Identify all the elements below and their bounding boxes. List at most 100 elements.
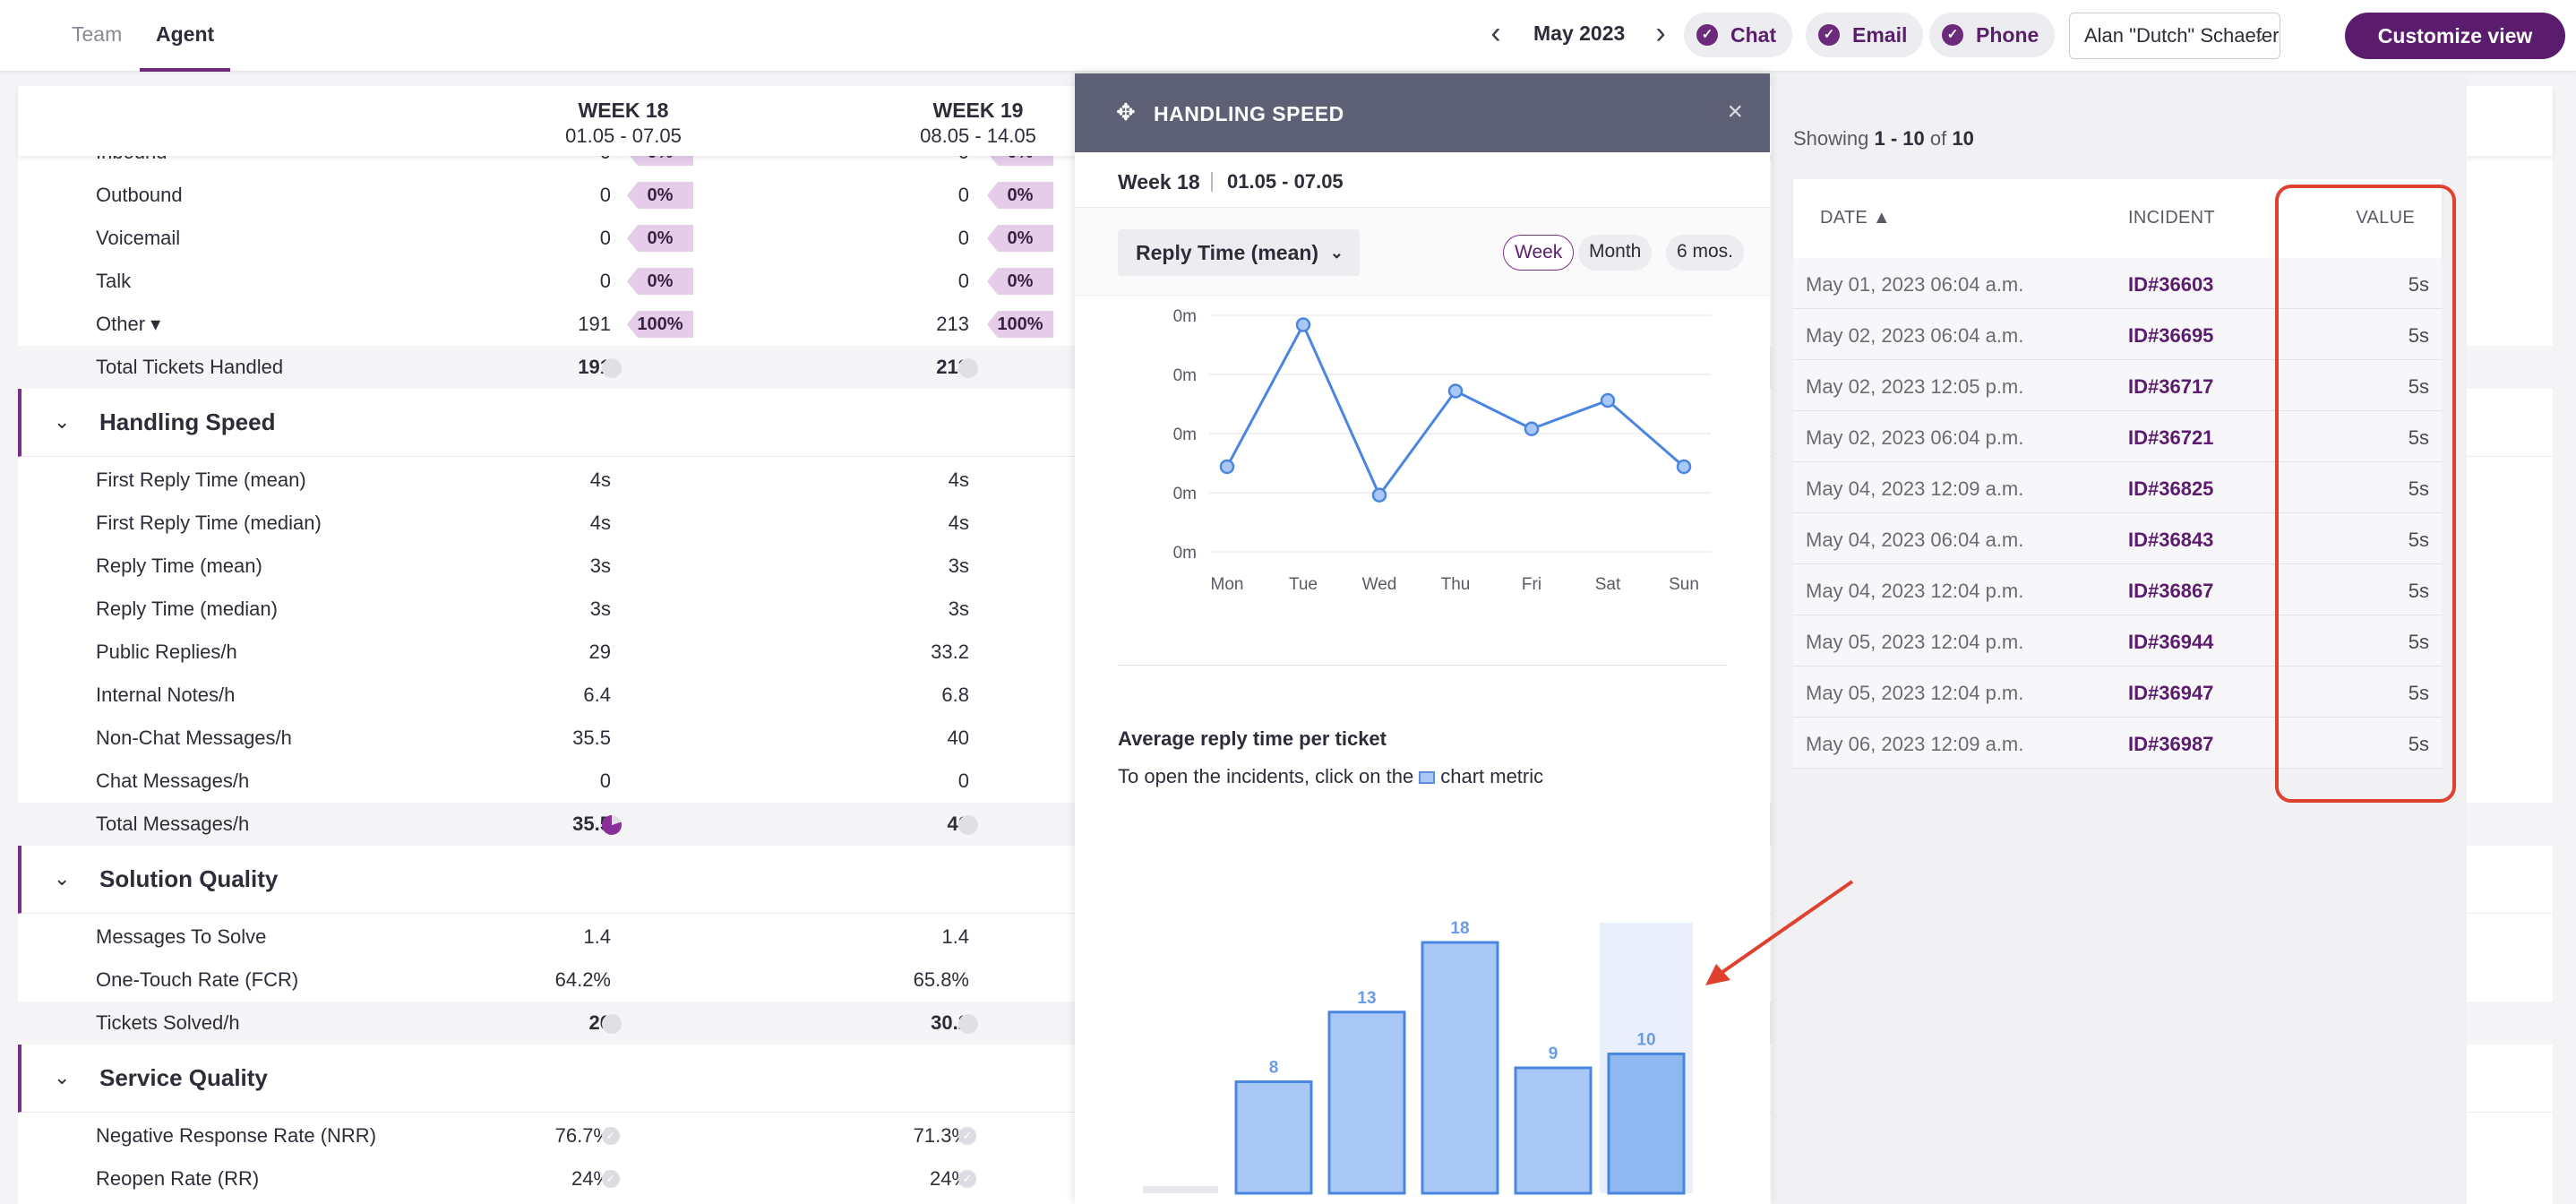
channel-chip-label: Email [1852,22,1908,47]
row-value: 1.4 [941,925,969,948]
table-row: Reply Time (median) 3s 3s [18,588,2553,631]
pie-icon[interactable] [958,1014,978,1034]
modal-subheader: Week 18 | 01.05 - 07.05 [1075,152,1770,208]
bar[interactable] [1421,941,1499,1195]
pie-icon[interactable] [602,815,622,835]
pie-icon[interactable] [602,1014,622,1034]
row-value: 64.2% [554,968,611,991]
incident-link[interactable]: ID#36947 [2128,682,2214,704]
incidents-table: DATE ▲ INCIDENT VALUE May 01, 2023 06:04… [1793,179,2442,769]
data-point[interactable] [1447,383,1464,399]
incident-row[interactable]: May 02, 2023 06:04 a.m. ID#36695 5s [1793,309,2442,360]
x-tick-label: Sat [1595,575,1621,594]
incident-row[interactable]: May 01, 2023 06:04 a.m. ID#36603 5s [1793,258,2442,309]
customize-view-button[interactable]: Customize view [2345,13,2565,59]
incident-value: 5s [2408,375,2429,398]
incident-value: 5s [2408,477,2429,500]
chevron-down-icon: ⌄ [54,410,71,433]
incident-link[interactable]: ID#36695 [2128,324,2214,347]
period-month-button[interactable]: Month [1578,235,1653,271]
period-week-button[interactable]: Week [1503,235,1575,271]
incident-row[interactable]: May 02, 2023 06:04 p.m. ID#36721 5s [1793,411,2442,462]
row-label: Other ▾ [96,313,161,335]
bar-value-label: 10 [1636,1030,1655,1049]
percent-badge: 100% [627,311,693,338]
week-label: WEEK 19 [932,99,1024,122]
bar-chart: 1s82s133s184s95s10> 5s [1143,919,1693,1195]
row-value: 0 [599,184,611,206]
channel-chip-email[interactable]: ✓ Email [1806,13,1924,57]
incident-row[interactable]: May 02, 2023 12:05 p.m. ID#36717 5s [1793,360,2442,411]
table-row-expandable[interactable]: Other ▾ 191 100% 213 100% [18,303,2553,346]
pie-icon[interactable] [602,358,622,378]
data-point[interactable] [1676,459,1692,475]
prev-month-icon[interactable]: ‹ [1490,16,1501,50]
data-point[interactable] [1600,392,1616,408]
incident-link[interactable]: ID#36987 [2128,733,2214,755]
data-point[interactable] [1524,421,1540,436]
bar[interactable] [1143,1186,1218,1193]
close-icon[interactable]: × [1727,97,1743,126]
row-value: 191 [578,313,611,335]
line-chart: 0m 0m 0m 0m 0m Mon Tue Wed Thu Fri Sat Sun [1173,308,1711,594]
incident-link[interactable]: ID#36825 [2128,477,2214,500]
column-header-date[interactable]: DATE ▲ [1820,208,1892,228]
table-row: Internal Notes/h 6.4 6.8 [18,674,2553,717]
incident-row[interactable]: May 05, 2023 12:04 p.m. ID#36947 5s [1793,666,2442,718]
row-label: Voicemail [96,227,181,249]
row-value: 33.2 [931,641,969,663]
bar[interactable] [1514,1066,1593,1195]
y-tick-label: 0m [1173,544,1197,563]
column-header-value[interactable]: VALUE [2356,208,2415,228]
agent-select[interactable]: Alan "Dutch" Schaefer ⌄ [2069,13,2280,59]
channel-chip-chat[interactable]: ✓ Chat [1684,13,1793,57]
pie-icon[interactable] [958,358,978,378]
data-point[interactable] [1219,459,1235,475]
bar[interactable] [1327,1010,1406,1195]
incident-link[interactable]: ID#36603 [2128,273,2214,296]
x-tick-label: Fri [1522,575,1541,594]
y-tick-label: 0m [1173,308,1197,326]
check-icon: ✓ [1818,24,1840,46]
incident-row[interactable]: May 04, 2023 12:09 a.m. ID#36825 5s [1793,462,2442,513]
incident-row[interactable]: May 04, 2023 12:04 p.m. ID#36867 5s [1793,564,2442,615]
check-icon: ✓ [1942,24,1963,46]
tab-team[interactable]: Team [72,22,123,46]
modal-dates: 01.05 - 07.05 [1227,170,1344,193]
bar[interactable] [1607,1052,1686,1195]
incident-date: May 04, 2023 12:04 p.m. [1806,580,2024,602]
period-6mos-button[interactable]: 6 mos. [1666,235,1745,271]
tab-agent[interactable]: Agent [140,0,231,72]
bar[interactable] [1234,1080,1313,1195]
table-row: First Reply Time (median) 4s 4s [18,502,2553,545]
incident-link[interactable]: ID#36721 [2128,426,2214,449]
data-point[interactable] [1295,317,1311,332]
incident-row[interactable]: May 04, 2023 06:04 a.m. ID#36843 5s [1793,513,2442,564]
metric-select[interactable]: Reply Time (mean) ⌄ [1118,229,1360,276]
annotation-arrow-icon [1705,880,1854,985]
section-title: Service Quality [99,1064,268,1091]
incident-link[interactable]: ID#36944 [2128,631,2214,653]
move-icon[interactable]: ✥ [1116,99,1136,125]
modal-week: Week 18 [1118,170,1200,194]
showing-of: of [1929,127,1947,150]
bar-value-label: 9 [1549,1045,1558,1063]
column-header-incident[interactable]: INCIDENT [2128,208,2215,228]
pie-icon[interactable] [958,815,978,835]
data-point[interactable] [1371,487,1387,503]
incident-link[interactable]: ID#36843 [2128,529,2214,551]
agent-select-value: Alan "Dutch" Schaefer [2084,24,2280,47]
top-bar: Team Agent ‹ May 2023 › ✓ Chat ✓ Email ✓… [0,0,2576,72]
handling-speed-modal: ✥ HANDLING SPEED × Week 18 | 01.05 - 07.… [1075,73,1770,1204]
row-value: 40 [770,803,969,846]
incident-row[interactable]: May 06, 2023 12:09 a.m. ID#36987 5s [1793,718,2442,769]
next-month-icon[interactable]: › [1655,16,1666,50]
divider [1118,665,1727,666]
incident-value: 5s [2408,733,2429,755]
row-label: Negative Response Rate (NRR) [96,1124,377,1147]
incident-row[interactable]: May 05, 2023 12:04 p.m. ID#36944 5s [1793,615,2442,666]
incident-link[interactable]: ID#36867 [2128,580,2214,602]
incident-link[interactable]: ID#36717 [2128,375,2214,398]
row-value: 40 [947,727,969,749]
channel-chip-phone[interactable]: ✓ Phone [1929,13,2056,57]
